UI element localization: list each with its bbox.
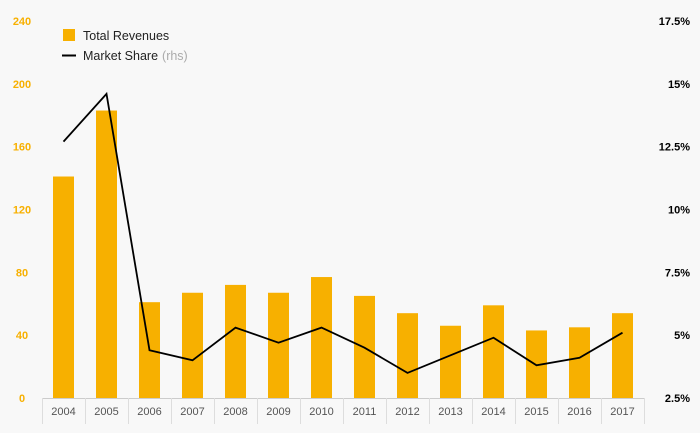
right-tick-label: 10% — [668, 205, 690, 217]
x-tick-label: 2007 — [180, 406, 204, 418]
right-tick-label: 12.5% — [659, 142, 690, 154]
right-tick-label: 2.5% — [665, 393, 690, 405]
bar-2015 — [526, 330, 547, 398]
legend-label-market-share-suffix: (rhs) — [162, 49, 188, 63]
left-axis-ticks: 0 40 80 120 160 200 240 — [13, 16, 31, 405]
left-tick-label: 80 — [16, 267, 28, 279]
bar-2008 — [225, 284, 246, 398]
legend-label-market-share-name: Market Share — [83, 49, 158, 63]
x-tick-label: 2004 — [51, 406, 75, 418]
x-tick-label: 2005 — [94, 406, 118, 418]
right-tick-label: 7.5% — [665, 267, 690, 279]
x-tick-label: 2006 — [137, 406, 161, 418]
x-tick-label: 2009 — [266, 406, 290, 418]
bar-2004 — [53, 176, 74, 398]
left-tick-label: 160 — [13, 142, 31, 154]
x-tick-label: 2012 — [395, 406, 419, 418]
x-tick-label: 2011 — [353, 406, 377, 418]
market-share-line — [62, 91, 623, 374]
x-tick-label: 2008 — [223, 406, 247, 418]
bar-2017 — [612, 313, 633, 398]
x-tick-label: 2014 — [481, 406, 505, 418]
left-tick-label: 120 — [13, 205, 31, 217]
bar-2012 — [397, 313, 418, 398]
bar-2007 — [182, 292, 203, 398]
bar-2009 — [268, 292, 289, 398]
left-tick-label: 0 — [19, 393, 25, 405]
bar-2014 — [483, 305, 504, 398]
legend-label-market-share: Market Share (rhs) — [83, 49, 188, 63]
x-tick-label: 2013 — [438, 406, 462, 418]
left-tick-label: 200 — [13, 79, 31, 91]
bar-2013 — [440, 325, 461, 398]
right-tick-label: 15% — [668, 79, 690, 91]
right-tick-label: 5% — [674, 330, 690, 342]
bar-2016 — [569, 327, 590, 398]
revenue-bars — [53, 110, 633, 398]
left-tick-label: 40 — [16, 330, 28, 342]
bar-2010 — [311, 277, 332, 398]
market-share-line-layer — [62, 91, 623, 374]
legend-label-total-revenues: Total Revenues — [83, 29, 169, 43]
x-tick-label: 2017 — [610, 406, 634, 418]
legend: Total Revenues Market Share (rhs) — [62, 29, 188, 63]
x-tick-label: 2016 — [567, 406, 591, 418]
legend-swatch-total-revenues — [63, 29, 75, 41]
x-tick-label: 2015 — [524, 406, 548, 418]
left-tick-label: 240 — [13, 16, 31, 28]
x-tick-label: 2010 — [309, 406, 333, 418]
x-axis: 2004 2005 2006 2007 2008 2009 2010 2011 2012 2013… — [42, 398, 645, 424]
bar-2005 — [96, 110, 117, 398]
right-axis-ticks: 2.5% 5% 7.5% 10% 12.5% 15% 17.5% — [659, 16, 690, 405]
right-tick-label: 17.5% — [659, 16, 690, 28]
